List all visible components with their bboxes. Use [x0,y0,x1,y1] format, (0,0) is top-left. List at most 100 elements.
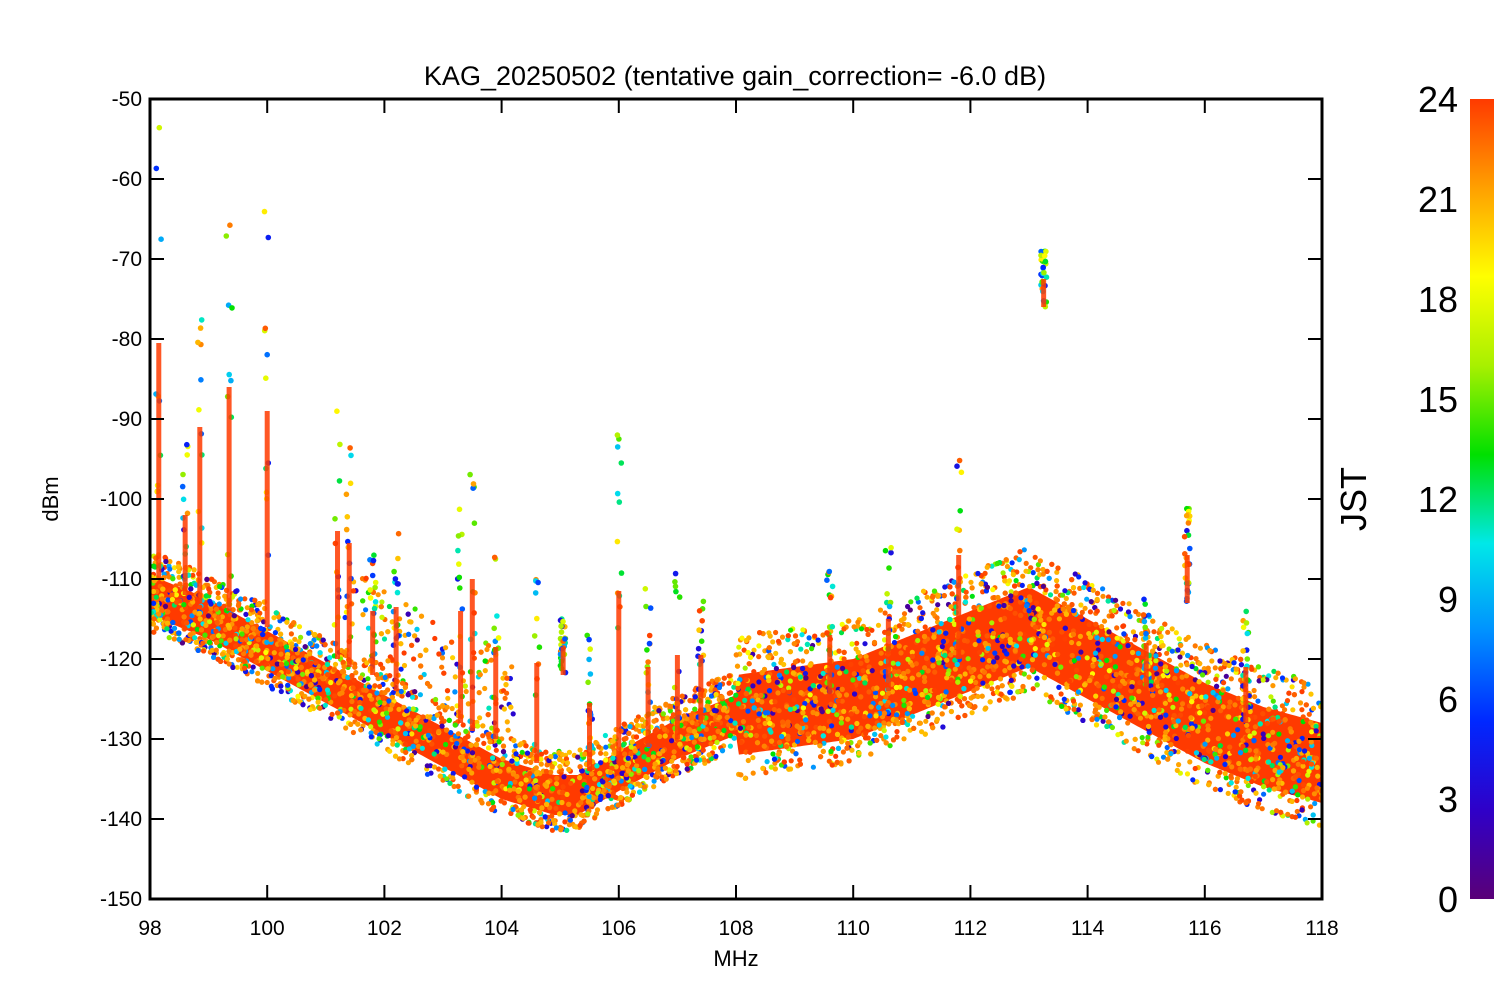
data-point [405,760,411,766]
data-point [869,668,875,674]
data-point [482,685,488,692]
data-point [368,730,374,736]
data-point [1019,688,1025,694]
data-point [1040,566,1046,573]
data-point [493,747,499,753]
data-point [792,659,799,665]
data-point [1232,789,1238,795]
chart-title: KAG_20250502 (tentative gain_correction=… [424,61,1046,91]
data-point [1290,707,1296,713]
data-point [770,639,776,645]
data-point [1110,678,1116,684]
data-point [1252,694,1258,700]
data-point [793,751,799,757]
data-point [1017,636,1023,642]
data-point [1163,687,1169,694]
data-point [663,701,669,707]
data-point [1125,609,1132,615]
data-point [538,751,545,757]
data-point [436,766,442,772]
data-point [265,666,271,672]
data-point [923,688,929,694]
data-point [433,696,439,703]
data-point [1253,756,1259,762]
data-point [509,758,515,764]
data-point [444,727,450,733]
data-point [1278,809,1284,815]
data-point [975,570,981,577]
data-point [767,633,773,639]
data-point [1273,675,1279,681]
data-point [374,741,380,747]
data-point [670,773,676,779]
data-point [1221,680,1227,686]
data-point [991,659,997,665]
data-point [1175,749,1181,755]
data-point [578,812,584,818]
data-point [528,759,534,765]
data-point [848,661,854,668]
data-point [663,776,669,782]
data-point [1013,590,1019,596]
data-point [954,661,960,668]
data-point [386,698,392,704]
data-point [990,630,997,636]
data-point [1228,773,1234,779]
data-point [1151,629,1157,635]
data-point [340,659,346,666]
data-point [624,796,631,803]
data-point [1069,577,1075,583]
data-point [1179,674,1185,680]
data-point [1084,596,1090,602]
data-point [1261,784,1267,790]
data-point [1235,695,1242,701]
data-point [1008,598,1014,604]
data-point [958,694,964,700]
data-point [997,676,1004,682]
data-point [1019,582,1025,589]
data-point [356,711,362,717]
data-point [677,741,683,747]
data-point [1054,583,1060,589]
data-point [1231,706,1237,712]
data-point [1011,672,1017,678]
data-point [1175,680,1181,686]
data-point [1090,587,1096,593]
data-point [206,586,212,592]
data-point [755,717,761,724]
data-point [624,762,631,768]
data-point [609,765,615,772]
data-point [1002,668,1008,674]
data-point [227,612,233,618]
data-point [171,636,177,642]
data-point [805,731,811,737]
data-point [295,658,301,664]
data-point [706,681,712,687]
data-point [1205,705,1211,711]
data-point [413,717,419,723]
data-point [476,764,482,770]
data-point [806,737,812,744]
data-point [554,775,560,782]
data-point [208,601,214,607]
data-point [377,699,383,706]
data-point [476,690,482,696]
data-point [1017,549,1023,555]
data-point [264,679,270,686]
data-point [1154,671,1160,677]
data-point [1300,714,1306,720]
data-point [1086,621,1092,628]
data-point [394,742,400,748]
data-point [1311,791,1317,797]
data-point [566,749,573,755]
data-point [1130,629,1136,635]
data-point [296,639,302,645]
data-point [620,765,626,771]
data-point [882,610,888,616]
data-point [1034,675,1040,681]
data-point [1076,641,1082,647]
data-point [710,722,716,728]
data-point [1251,738,1257,744]
data-point [988,680,994,686]
data-point [784,704,790,710]
